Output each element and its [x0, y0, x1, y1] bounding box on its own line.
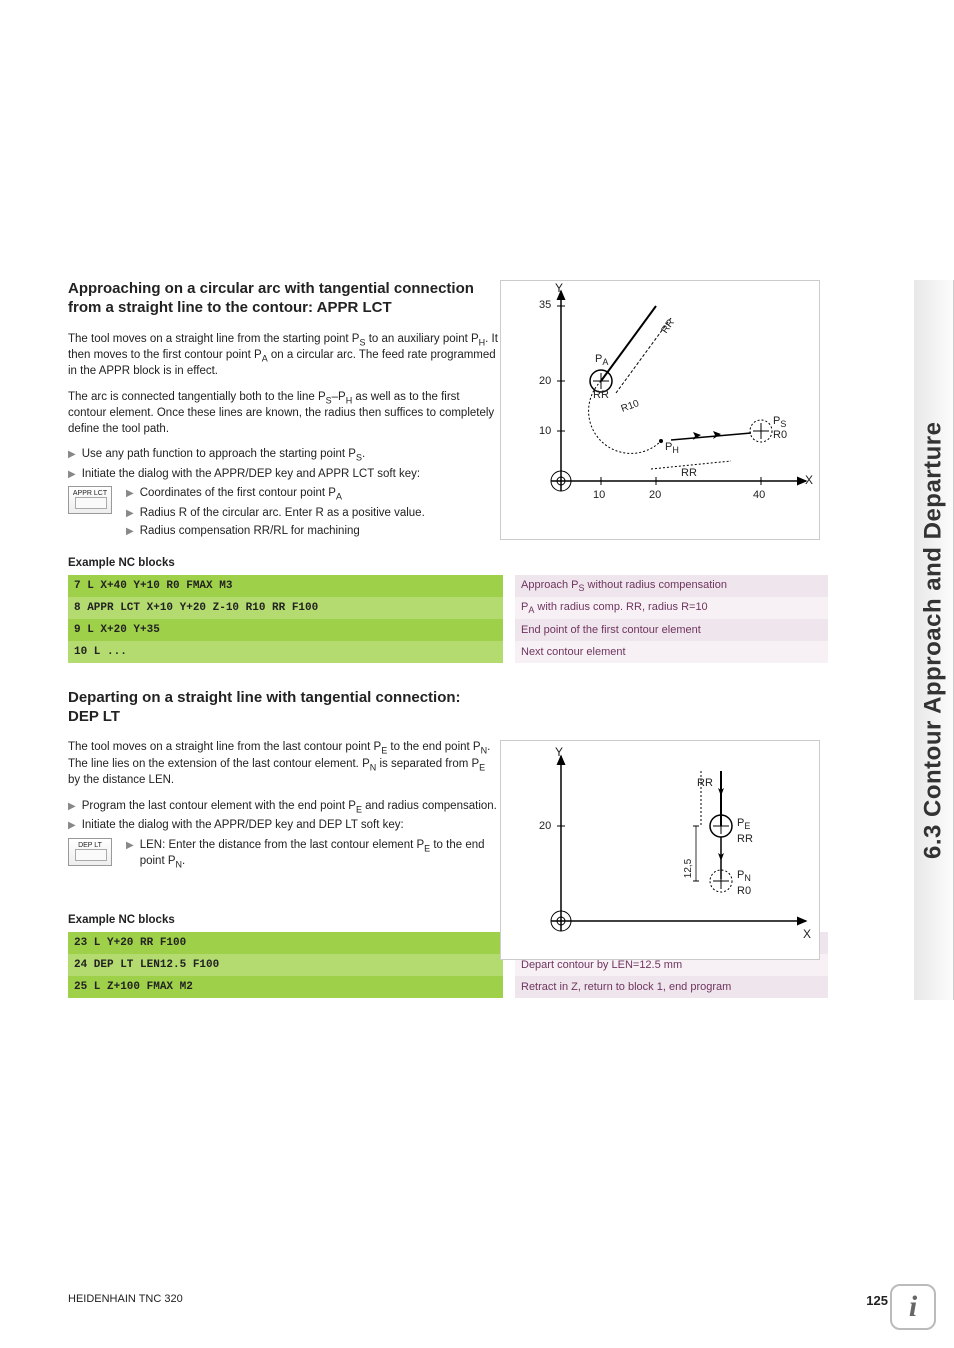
bullet-text: Initiate the dialog with the APPR/DEP ke…	[82, 467, 420, 483]
section2-bullets: ▶ Program the last contour element with t…	[68, 799, 498, 834]
bullet-icon: ▶	[126, 506, 134, 522]
side-tab: 6.3 Contour Approach and Departure	[914, 280, 954, 1000]
table-row: 10 L ... Next contour element	[68, 641, 828, 663]
footer: HEIDENHAIN TNC 320 125	[68, 1293, 888, 1308]
xtick: 40	[753, 489, 765, 501]
dep-lt-softkey[interactable]: DEP LT	[68, 838, 112, 866]
bullet-icon: ▶	[68, 818, 76, 834]
nc-desc: PA with radius comp. RR, radius R=10	[515, 597, 828, 619]
bullet-icon: ▶	[126, 838, 134, 871]
section1-para2: The arc is connected tangentially both t…	[68, 390, 498, 437]
section1-para1: The tool moves on a straight line from t…	[68, 332, 498, 380]
bullet-text: Initiate the dialog with the APPR/DEP ke…	[82, 818, 404, 834]
bullet-text: Use any path function to approach the st…	[82, 447, 365, 463]
nc-code: 7 L X+40 Y+10 R0 FMAX M3	[68, 575, 503, 597]
nc-table-1: 7 L X+40 Y+10 R0 FMAX M3 Approach PS wit…	[68, 575, 828, 663]
diagram-dep-lt: Y X 20 RR PE RR PN R0 12,5	[500, 740, 820, 960]
ytick: 35	[539, 299, 551, 311]
r0-label: R0	[737, 885, 751, 897]
r0-label: R0	[773, 429, 787, 441]
nc-code: 9 L X+20 Y+35	[68, 619, 503, 641]
nc-desc: Approach PS without radius compensation	[515, 575, 828, 597]
len-label: 12,5	[683, 859, 694, 878]
subbullet-text: LEN: Enter the distance from the last co…	[140, 838, 496, 871]
bullet-icon: ▶	[126, 486, 134, 502]
diagram-appr-lct: Y X 35 20 10 10 20 40 PA RR R10 RR PH PS…	[500, 280, 820, 540]
subbullet-text: Radius R of the circular arc. Enter R as…	[140, 506, 425, 522]
x-axis-label: X	[805, 473, 813, 487]
bullet-icon: ▶	[68, 799, 76, 815]
xtick: 20	[649, 489, 661, 501]
nc-code: 10 L ...	[68, 641, 503, 663]
table-row: 8 APPR LCT X+10 Y+20 Z-10 R10 RR F100 PA…	[68, 597, 828, 619]
ytick: 20	[539, 375, 551, 387]
nc-code: 24 DEP LT LEN12.5 F100	[68, 954, 503, 976]
bullet-text: Program the last contour element with th…	[82, 799, 497, 815]
subbullet-text: Coordinates of the first contour point P…	[140, 486, 342, 502]
nc-desc: Next contour element	[515, 641, 828, 663]
info-icon: i	[890, 1284, 936, 1330]
table-row: 25 L Z+100 FMAX M2 Retract in Z, return …	[68, 976, 828, 998]
bullet-icon: ▶	[68, 467, 76, 483]
bullet-icon: ▶	[68, 447, 76, 463]
footer-left: HEIDENHAIN TNC 320	[68, 1293, 183, 1308]
pn-label: PN	[737, 869, 751, 883]
section1-bullets: ▶ Use any path function to approach the s…	[68, 447, 498, 482]
ytick: 10	[539, 425, 551, 437]
ph-label: PH	[665, 441, 679, 455]
appr-lct-softkey[interactable]: APPR LCT	[68, 486, 112, 514]
pa-label: PA	[595, 353, 608, 367]
table-row: 7 L X+40 Y+10 R0 FMAX M3 Approach PS wit…	[68, 575, 828, 597]
example-header-1: Example NC blocks	[68, 557, 828, 569]
ytick: 20	[539, 820, 551, 832]
y-axis-label: Y	[555, 281, 563, 295]
table-row: 9 L X+20 Y+35 End point of the first con…	[68, 619, 828, 641]
page-number: 125	[866, 1293, 888, 1308]
y-axis-label: Y	[555, 745, 563, 759]
rr-label: RR	[593, 389, 609, 401]
pe-label: PE	[737, 817, 750, 831]
nc-code: 8 APPR LCT X+10 Y+20 Z-10 R10 RR F100	[68, 597, 503, 619]
section2-para1: The tool moves on a straight line from t…	[68, 740, 498, 788]
nc-desc: End point of the first contour element	[515, 619, 828, 641]
rr2-label: RR	[737, 833, 753, 845]
ps-label: PS	[773, 415, 786, 429]
bullet-icon: ▶	[126, 524, 134, 540]
x-axis-label: X	[803, 927, 811, 941]
nc-code: 23 L Y+20 RR F100	[68, 932, 503, 954]
section2-heading: Departing on a straight line with tangen…	[68, 689, 488, 727]
rr2-label: RR	[681, 467, 697, 479]
section1-heading: Approaching on a circular arc with tange…	[68, 280, 488, 318]
rr1-label: RR	[697, 777, 713, 789]
nc-code: 25 L Z+100 FMAX M2	[68, 976, 503, 998]
subbullet-text: Radius compensation RR/RL for machining	[140, 524, 360, 540]
xtick: 10	[593, 489, 605, 501]
nc-desc: Retract in Z, return to block 1, end pro…	[515, 976, 828, 998]
